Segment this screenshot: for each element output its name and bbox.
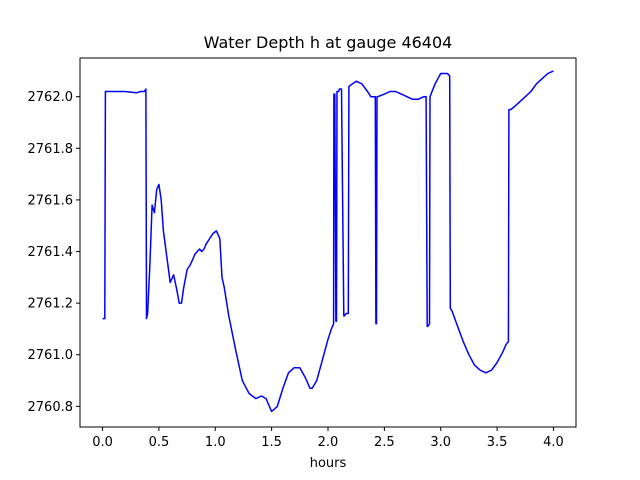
y-tick-label: 2761.0 (28, 348, 74, 363)
axes-frame (79, 57, 577, 428)
series-line-0 (102, 70, 554, 413)
x-tick-label: 2.0 (318, 435, 339, 450)
y-tick-label: 2761.6 (28, 193, 74, 208)
x-tick-label: 3.0 (430, 435, 451, 450)
x-tick-label: 2.5 (374, 435, 395, 450)
x-tick-label: 3.5 (487, 435, 508, 450)
y-tick-label: 2761.2 (28, 297, 74, 312)
y-tick-label: 2762.0 (28, 90, 74, 105)
chart-title: Water Depth h at gauge 46404 (204, 33, 453, 52)
x-axis-label: hours (310, 456, 347, 471)
x-tick-label: 1.5 (261, 435, 282, 450)
y-tick-label: 2760.8 (28, 400, 74, 415)
y-tick-label: 2761.4 (28, 245, 74, 260)
x-tick-label: 0.0 (92, 435, 113, 450)
x-tick-label: 4.0 (543, 435, 564, 450)
x-tick-label: 1.0 (205, 435, 226, 450)
y-tick-label: 2761.8 (28, 142, 74, 157)
x-tick-label: 0.5 (149, 435, 170, 450)
